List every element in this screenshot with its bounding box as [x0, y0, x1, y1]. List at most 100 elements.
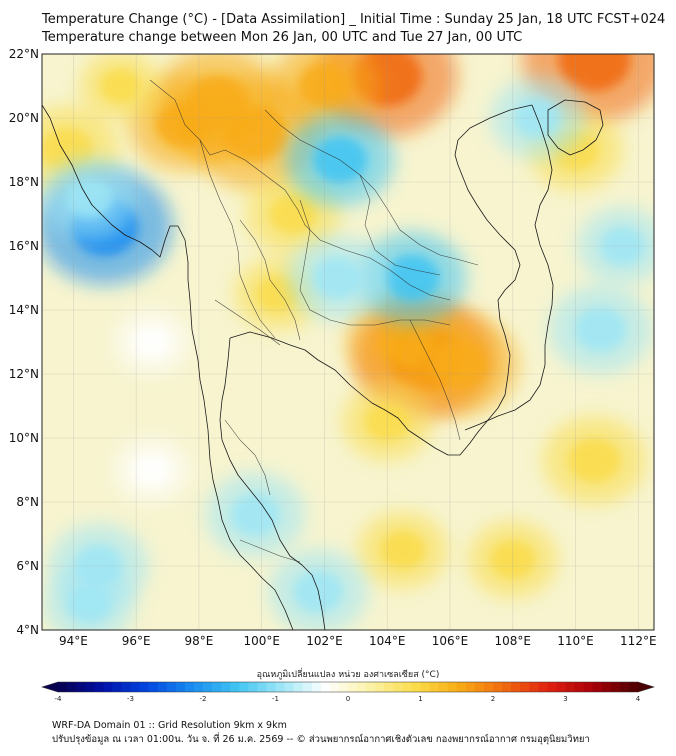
map-gridlines [42, 54, 654, 630]
lon-label: 104°E [369, 634, 406, 648]
lat-label: 12°N [9, 367, 39, 381]
colorbar-segment [248, 682, 258, 692]
colorbar-segment [85, 682, 95, 692]
field-region-cool [65, 177, 113, 219]
lon-label: 108°E [495, 634, 532, 648]
lon-label: 112°E [620, 634, 657, 648]
lat-label: 20°N [9, 111, 39, 125]
coastline-malaysia [317, 589, 326, 630]
colorbar-segment [348, 682, 358, 692]
lat-label: 8°N [16, 495, 39, 509]
coastline-andaman-peninsula [217, 499, 294, 630]
colorbar-segment [619, 682, 630, 692]
colorbar-segment [547, 682, 557, 692]
field-region-cool [132, 453, 172, 487]
field-region-cool [385, 254, 440, 302]
coastline-vietnam-south [464, 104, 554, 431]
colorbar-segment [76, 682, 86, 692]
field-region-warm [269, 193, 317, 235]
border-segment [214, 299, 281, 346]
border-segment [264, 109, 479, 266]
plot-frame [41, 53, 655, 631]
colorbar-segment [529, 682, 539, 692]
colorbar-tick-label: -1 [272, 695, 279, 703]
colorbar-segment [203, 682, 213, 692]
colorbar-segment [293, 682, 304, 692]
colorbar-segment [601, 682, 612, 692]
lon-label: 110°E [557, 634, 594, 648]
field-region-cool [230, 493, 281, 537]
chart-title: Temperature Change (°C) - [Data Assimila… [42, 12, 666, 27]
lat-label: 14°N [9, 303, 39, 317]
lat-label: 6°N [16, 559, 39, 573]
colorbar-segment [275, 682, 285, 692]
field-region-warm [364, 402, 410, 442]
coastline-hainan [547, 99, 604, 156]
colorbar-segment [556, 682, 566, 692]
border-segment [149, 79, 451, 301]
colorbar-segment [329, 682, 340, 692]
colorbar-segment [193, 682, 204, 692]
colorbar-segment [139, 682, 150, 692]
colorbar-title: อุณหภูมิเปลี่ยนแปลง หน่วย องศาเซลเซียส (… [257, 667, 440, 680]
colorbar-segment [157, 682, 168, 692]
colorbar-segment [320, 682, 331, 692]
colorbar-tick-label: 0 [346, 695, 350, 703]
coastlines [42, 99, 604, 630]
colorbar-segment [266, 682, 276, 692]
lon-label: 102°E [306, 634, 343, 648]
lon-label: 98°E [184, 634, 213, 648]
border-segment [359, 174, 441, 276]
colorbar-segment [94, 682, 104, 692]
field-region-warm [100, 68, 141, 104]
latitude-labels: 22°N 20°N 18°N 16°N 14°N 12°N 10°N 8°N 6°N 4°N [9, 47, 39, 637]
colorbar-segment [610, 682, 621, 692]
border-segment [239, 539, 301, 563]
colorbar-segment [565, 682, 575, 692]
colorbar-segment [420, 682, 430, 692]
lat-label: 10°N [9, 431, 39, 445]
colorbar-segment [103, 682, 113, 692]
field-region-cool [132, 325, 172, 359]
colorbar-segment [447, 682, 458, 692]
colorbar-segment [239, 682, 249, 692]
colorbar-segment [121, 682, 131, 692]
colorbar-tick-label: -2 [200, 695, 207, 703]
colorbar-segment [230, 682, 240, 692]
field-region-cool [312, 136, 368, 183]
field-region-cool [574, 306, 627, 352]
colorbar-segment [465, 682, 476, 692]
colorbar-segment [375, 682, 385, 692]
colorbar-tick-label: -4 [55, 695, 63, 703]
colorbar-segment [58, 682, 68, 692]
border-segment [409, 319, 461, 441]
field-region-warm [430, 339, 489, 390]
lat-label: 22°N [9, 47, 39, 61]
field-region-warm [490, 540, 536, 580]
colorbar-segment [456, 682, 467, 692]
colorbar-segment [493, 682, 503, 692]
colorbar-segment [112, 682, 122, 692]
border-segment [299, 199, 451, 326]
colorbar-segment [483, 682, 494, 692]
colorbar-segment [393, 682, 403, 692]
colorbar-segment [628, 682, 639, 692]
colorbar-segment [175, 682, 186, 692]
lat-label: 16°N [9, 239, 39, 253]
lon-label: 94°E [59, 634, 88, 648]
field-region-warm [186, 74, 250, 130]
colorbar-segment [338, 682, 349, 692]
field-region-warm [558, 54, 631, 92]
colorbar-segment [411, 682, 421, 692]
colorbar-segment [438, 682, 449, 692]
colorbar-segment [130, 682, 140, 692]
colorbar-segment [302, 682, 313, 692]
colorbar-segment [366, 682, 376, 692]
colorbar-segment [511, 682, 521, 692]
colorbar-tick-label: 1 [418, 695, 422, 703]
coastline-gulf-north-east [229, 104, 533, 456]
chart-subtitle: Temperature change between Mon 26 Jan, 0… [42, 30, 523, 45]
colorbar-tick-label: -3 [127, 695, 134, 703]
temperature-field [42, 54, 654, 630]
